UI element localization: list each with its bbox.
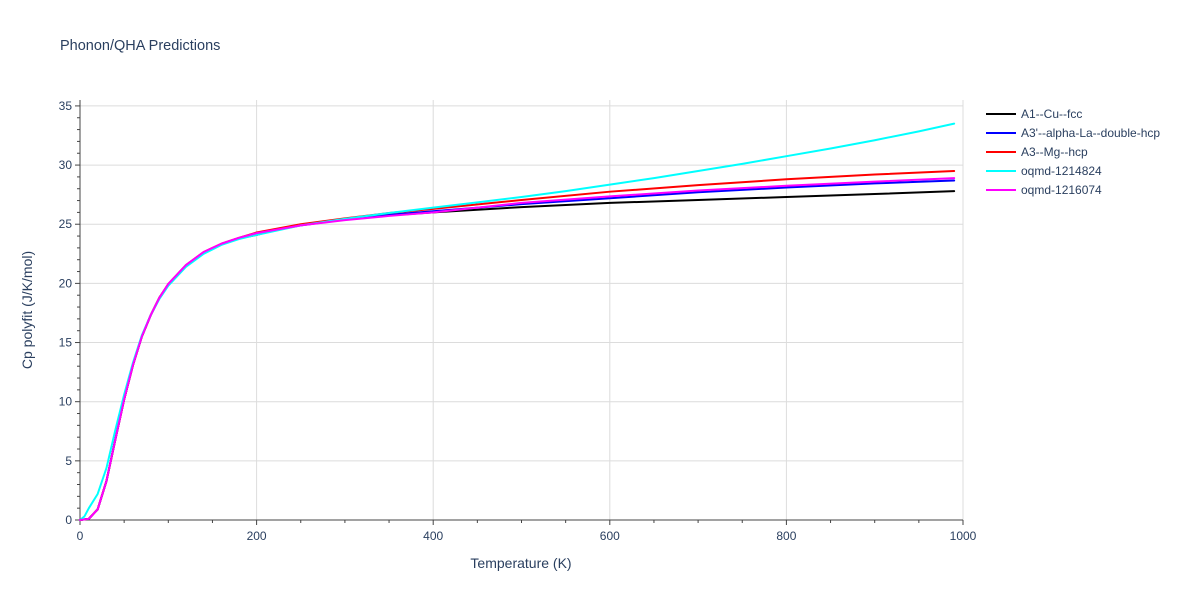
- x-tick-label: 200: [247, 529, 267, 543]
- legend: A1--Cu--fcc A3'--alpha-La--double-hcp A3--…: [986, 107, 1160, 197]
- legend-label: A3'--alpha-La--double-hcp: [1021, 126, 1160, 140]
- y-tick-label: 30: [59, 158, 73, 172]
- axes: 0 200 400 600 800 1000 0 5 10 15 20 25 30 35: [59, 99, 977, 543]
- legend-item[interactable]: A3'--alpha-La--double-hcp: [986, 126, 1160, 140]
- legend-item[interactable]: A1--Cu--fcc: [986, 107, 1082, 121]
- legend-item[interactable]: oqmd-1214824: [986, 164, 1102, 178]
- x-tick-label: 800: [776, 529, 796, 543]
- legend-label: A3--Mg--hcp: [1021, 145, 1088, 159]
- chart-title: Phonon/QHA Predictions: [60, 38, 220, 54]
- y-tick-label: 35: [59, 99, 73, 113]
- legend-item[interactable]: oqmd-1216074: [986, 183, 1102, 197]
- series-line-5: [79, 177, 956, 521]
- series-line-1: [79, 190, 956, 521]
- y-tick-label: 15: [59, 336, 73, 350]
- series-lines: [79, 122, 956, 521]
- x-tick-label: 1000: [950, 529, 977, 543]
- legend-item[interactable]: A3--Mg--hcp: [986, 145, 1088, 159]
- x-tick-label: 0: [77, 529, 84, 543]
- series-line-3: [79, 169, 956, 521]
- y-axis-title: Cp polyfit (J/K/mol): [19, 251, 35, 369]
- legend-label: oqmd-1214824: [1021, 164, 1102, 178]
- x-tick-label: 600: [600, 529, 620, 543]
- x-axis-title: Temperature (K): [470, 555, 571, 571]
- x-tick-label: 400: [423, 529, 443, 543]
- y-tick-label: 5: [65, 454, 72, 468]
- grid: [80, 100, 964, 520]
- legend-label: A1--Cu--fcc: [1021, 107, 1082, 121]
- y-tick-label: 0: [65, 513, 72, 527]
- series-line-2: [79, 179, 956, 521]
- legend-label: oqmd-1216074: [1021, 183, 1102, 197]
- series-line-4: [79, 122, 956, 521]
- y-tick-label: 25: [59, 217, 73, 231]
- y-tick-label: 10: [59, 395, 73, 409]
- y-tick-label: 20: [59, 276, 73, 290]
